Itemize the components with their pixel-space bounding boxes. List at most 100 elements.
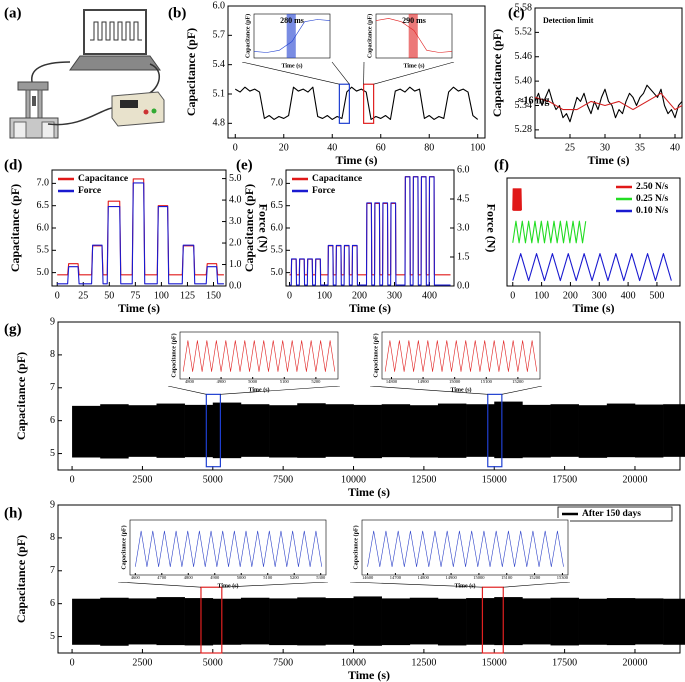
inset-frame (179, 331, 339, 380)
x-tick-label: 14700 (390, 575, 402, 580)
x-tick-label: 75 (130, 290, 140, 301)
x-tick-label: 14900 (445, 575, 457, 580)
y-axis-label: Capacitance (pF) (8, 184, 22, 272)
x-tick-label: 0 (70, 474, 75, 485)
zoom-connector (349, 581, 483, 588)
inset-frame (129, 519, 327, 576)
series-line (534, 84, 683, 123)
x-tick-label: 5000 (203, 474, 223, 485)
signal-band (494, 401, 523, 459)
y-tick-label: 6 (50, 598, 55, 609)
x-axis-label: Time (s) (450, 386, 471, 393)
y-tick-label: 4.8 (213, 118, 226, 129)
x-tick-label: 10000 (341, 657, 366, 668)
series-line (182, 340, 336, 372)
lcr-meter (111, 91, 165, 127)
signal-band (269, 598, 298, 646)
machine-leg (13, 121, 27, 139)
x-axis-label: Time (s) (348, 485, 390, 499)
signal-band (466, 598, 495, 645)
inset-frame (361, 519, 569, 576)
y2-tick-label: 5.0 (229, 173, 242, 184)
panel-label: (d) (4, 157, 22, 173)
x-tick-label: 7500 (273, 657, 293, 668)
signal-band (212, 402, 242, 459)
x-tick-label: 0 (233, 142, 238, 153)
series-line (367, 530, 564, 568)
signal-band (240, 597, 270, 645)
x-axis-label: Time (s) (348, 668, 390, 682)
y-tick-label: 5 (50, 631, 55, 642)
y-tick-label: 9 (50, 316, 55, 327)
y-tick-label: 5.40 (515, 75, 533, 86)
signal-band (353, 596, 382, 646)
x-tick-label: 150 (206, 290, 221, 301)
x-tick-label: 200 (563, 290, 578, 301)
x-tick-label: 60 (376, 142, 386, 153)
signal-band (409, 405, 439, 458)
y-axis-label: Capacitance (pF) (170, 333, 177, 377)
signal-band (550, 597, 579, 646)
x-tick-label: 5100 (280, 379, 290, 384)
x-tick-label: 4800 (185, 379, 195, 384)
y-tick-label: 8 (50, 532, 55, 543)
laptop-screen (83, 9, 147, 55)
y2-tick-label: 1.0 (229, 259, 242, 270)
zoom-box (338, 83, 350, 124)
signal-band (325, 598, 354, 645)
legend-label: After 150 days (582, 509, 641, 519)
y-tick-label: 6.5 (271, 200, 284, 211)
y2-tick-label: 6.0 (457, 164, 470, 175)
y2-tick-label: 0.0 (457, 280, 470, 291)
x-tick-label: 14800 (386, 379, 398, 384)
panel-label: (h) (4, 505, 22, 521)
signal-band (156, 403, 185, 458)
x-tick-label: 4900 (210, 575, 220, 580)
x-tick-label: 5200 (311, 379, 321, 384)
series-line (57, 178, 224, 276)
x-tick-label: 14600 (362, 575, 374, 580)
zoom-connector (220, 385, 341, 395)
signal-band (325, 404, 354, 457)
x-tick-label: 20000 (622, 474, 647, 485)
x-tick-label: 4800 (184, 575, 194, 580)
x-tick-label: 5300 (316, 575, 326, 580)
x-tick-label: 40 (327, 142, 337, 153)
y-tick-label: 5.34 (515, 100, 533, 111)
series-line (534, 92, 683, 111)
x-tick-label: 15200 (512, 379, 524, 384)
x-tick-label: 125 (180, 290, 195, 301)
annotation: ≈16 mg (518, 95, 549, 106)
annotation: Detection limit (543, 16, 594, 25)
y-tick-label: 7 (50, 382, 55, 393)
x-axis-label: Time (s) (572, 301, 614, 315)
y2-tick-label: 0.0 (229, 280, 242, 291)
y-tick-label: 6.5 (37, 200, 50, 211)
screen-signal (90, 21, 142, 41)
x-tick-label: 4600 (131, 575, 141, 580)
x-axis-label: Time (s) (118, 301, 160, 315)
y-tick-label: 5.46 (515, 51, 533, 62)
x-tick-label: 15000 (449, 379, 461, 384)
x-axis-label: Time (s) (403, 62, 424, 69)
machine-column (37, 89, 43, 119)
series-line (289, 176, 451, 286)
y-axis-label: Capacitance (pF) (14, 352, 28, 440)
signal-band (269, 405, 298, 458)
x-tick-label: 500 (649, 290, 664, 301)
x-tick-label: 15300 (557, 575, 569, 580)
cable (47, 107, 113, 126)
zoom-box (487, 393, 503, 468)
y2-tick-label: 1.5 (457, 251, 470, 262)
x-tick-label: 15100 (501, 575, 513, 580)
y-tick-label: 5.5 (37, 245, 50, 256)
y2-tick-label: 4.0 (229, 194, 242, 205)
x-tick-label: 35 (635, 142, 645, 153)
x-tick-label: 17500 (552, 474, 577, 485)
signal-band (212, 598, 242, 645)
x-tick-label: 14800 (418, 575, 430, 580)
zoom-box (363, 83, 375, 124)
signal-band (663, 404, 685, 457)
signal-band (184, 404, 214, 458)
legend-label: Force (78, 186, 101, 196)
